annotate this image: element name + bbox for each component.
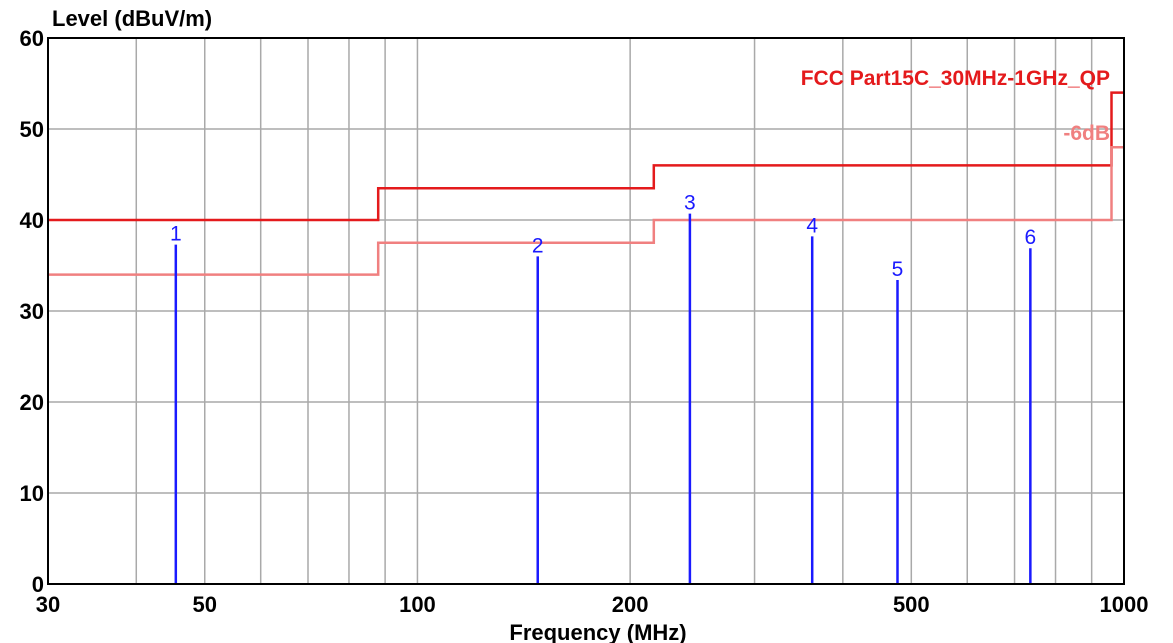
- peak-markers: 1 2 3 4 5 6: [170, 192, 1036, 584]
- x-tick-label: 200: [612, 592, 649, 617]
- y-axis-title: Level (dBuV/m): [52, 6, 212, 31]
- peak-label: 6: [1025, 226, 1037, 249]
- y-tick-label: 40: [20, 208, 44, 233]
- peak-label: 1: [170, 223, 182, 246]
- x-tick-label: 100: [399, 592, 436, 617]
- y-tick-label: 0: [32, 572, 44, 597]
- y-tick-labels: 0 10 20 30 40 50 60: [20, 26, 44, 597]
- x-tick-label: 500: [893, 592, 930, 617]
- limit-line-labels: FCC Part15C_30MHz-1GHz_QP -6dB: [801, 67, 1110, 145]
- x-tick-labels: 30 50 100 200 500 1000: [36, 592, 1149, 617]
- limit-line-margin: [48, 145, 1124, 276]
- limit-lines: [48, 91, 1124, 276]
- plot-frame: [47, 37, 1125, 585]
- x-tick-label: 30: [36, 592, 60, 617]
- peak-label: 4: [806, 214, 818, 237]
- x-axis-title: Frequency (MHz): [509, 620, 686, 643]
- y-tick-label: 30: [20, 299, 44, 324]
- grid: [47, 37, 1125, 585]
- x-tick-label: 50: [193, 592, 217, 617]
- limit-label-margin: -6dB: [1063, 122, 1110, 145]
- limit-line-qp: [48, 91, 1124, 222]
- y-tick-label: 50: [20, 117, 44, 142]
- y-tick-label: 20: [20, 390, 44, 415]
- y-tick-label: 60: [20, 26, 44, 51]
- peak-label: 2: [532, 234, 544, 257]
- peak-label: 3: [684, 192, 696, 215]
- limit-label-qp: FCC Part15C_30MHz-1GHz_QP: [801, 67, 1110, 90]
- peak-label: 5: [892, 258, 904, 281]
- y-tick-label: 10: [20, 481, 44, 506]
- x-tick-label: 1000: [1100, 592, 1149, 617]
